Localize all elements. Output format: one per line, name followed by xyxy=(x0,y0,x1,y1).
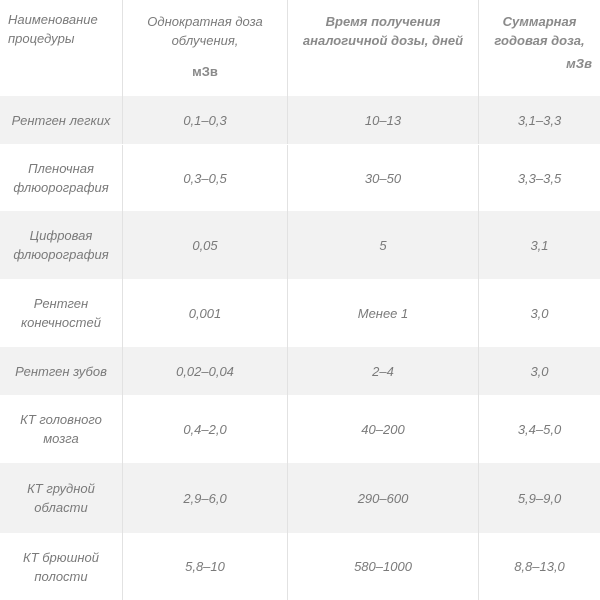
table-row: Рентген конечностей 0,001 Менее 1 3,0 xyxy=(0,279,600,347)
table-row: Пленочная флюорография 0,3–0,5 30–50 3,3–3,5 xyxy=(0,145,600,211)
header-annual-dose: Суммарная годовая доза, мЗв xyxy=(479,0,600,96)
annual-dose-cell-value: 5,9–9,0 xyxy=(518,489,561,508)
table-row: Рентген зубов 0,02–0,04 2–4 3,0 xyxy=(0,347,600,395)
time-cell-value: 30–50 xyxy=(365,169,401,188)
time-cell-value: 5 xyxy=(379,236,386,255)
procedure-cell: Цифровая флюорография xyxy=(0,211,123,279)
single-dose-cell-value: 0,1–0,3 xyxy=(183,111,226,130)
single-dose-cell: 0,1–0,3 xyxy=(123,96,288,144)
time-cell: 2–4 xyxy=(288,347,479,395)
table-row: КТ головного мозга 0,4–2,0 40–200 3,4–5,0 xyxy=(0,395,600,463)
time-cell-value: 10–13 xyxy=(365,111,401,130)
procedure-cell: КТ головного мозга xyxy=(0,395,123,463)
header-annual-dose-line-1: Суммарная xyxy=(503,12,577,31)
time-cell-value: 290–600 xyxy=(358,489,409,508)
single-dose-cell: 0,001 xyxy=(123,279,288,347)
procedure-cell: КТ брюшной полости xyxy=(0,533,123,600)
annual-dose-cell: 3,0 xyxy=(479,347,600,395)
procedure-cell: Пленочная флюорография xyxy=(0,145,123,211)
header-time-line-1: Время получения xyxy=(326,12,441,31)
procedure-cell: КТ грудной области xyxy=(0,463,123,533)
time-cell: 5 xyxy=(288,211,479,279)
header-procedure-line-1: Наименование xyxy=(8,10,98,29)
table-row: Цифровая флюорография 0,05 5 3,1 xyxy=(0,211,600,279)
procedure-line: Рентген легких xyxy=(12,111,111,130)
annual-dose-cell-value: 3,0 xyxy=(530,362,548,381)
procedure-line: Пленочная xyxy=(28,159,94,178)
time-cell-value: 40–200 xyxy=(361,420,404,439)
time-cell: 30–50 xyxy=(288,145,479,211)
procedure-line: КТ головного xyxy=(20,410,102,429)
single-dose-cell: 2,9–6,0 xyxy=(123,463,288,533)
single-dose-cell-value: 0,3–0,5 xyxy=(183,169,226,188)
procedure-line: КТ грудной xyxy=(27,479,95,498)
header-annual-dose-line-2: годовая доза, xyxy=(494,31,584,50)
annual-dose-cell: 3,1–3,3 xyxy=(479,96,600,144)
header-time-line-2: аналогичной дозы, дней xyxy=(303,31,463,50)
table-header-row: Наименование процедуры Однократная доза … xyxy=(0,0,600,96)
procedure-line: области xyxy=(34,498,87,517)
single-dose-cell: 5,8–10 xyxy=(123,533,288,600)
procedure-line: конечностей xyxy=(21,313,101,332)
header-time: Время получения аналогичной дозы, дней xyxy=(288,0,479,96)
header-single-dose-line-1: Однократная доза xyxy=(147,12,262,31)
table-row: КТ грудной области 2,9–6,0 290–600 5,9–9,0 xyxy=(0,463,600,533)
time-cell: Менее 1 xyxy=(288,279,479,347)
time-cell-value: Менее 1 xyxy=(358,304,409,323)
annual-dose-cell: 8,8–13,0 xyxy=(479,533,600,600)
table-row: Рентген легких 0,1–0,3 10–13 3,1–3,3 xyxy=(0,96,600,144)
procedure-line: флюорография xyxy=(13,245,108,264)
single-dose-cell-value: 0,001 xyxy=(189,304,222,323)
annual-dose-cell-value: 3,4–5,0 xyxy=(518,420,561,439)
table-row: КТ брюшной полости 5,8–10 580–1000 8,8–13,0 xyxy=(0,533,600,600)
annual-dose-cell-value: 8,8–13,0 xyxy=(514,557,565,576)
annual-dose-cell: 3,3–3,5 xyxy=(479,145,600,211)
header-procedure: Наименование процедуры xyxy=(0,0,123,96)
annual-dose-cell-value: 3,1–3,3 xyxy=(518,111,561,130)
time-cell: 10–13 xyxy=(288,96,479,144)
annual-dose-cell: 3,1 xyxy=(479,211,600,279)
procedure-line: полости xyxy=(34,567,87,586)
header-single-dose-line-2: облучения, xyxy=(172,31,239,50)
single-dose-cell: 0,3–0,5 xyxy=(123,145,288,211)
single-dose-cell: 0,05 xyxy=(123,211,288,279)
annual-dose-cell: 3,4–5,0 xyxy=(479,395,600,463)
header-single-dose-unit: мЗв xyxy=(192,62,218,81)
single-dose-cell: 0,02–0,04 xyxy=(123,347,288,395)
time-cell: 290–600 xyxy=(288,463,479,533)
header-annual-dose-unit: мЗв xyxy=(566,54,600,73)
header-single-dose: Однократная доза облучения, мЗв xyxy=(123,0,288,96)
procedure-line: Цифровая xyxy=(30,226,93,245)
annual-dose-cell: 5,9–9,0 xyxy=(479,463,600,533)
single-dose-cell-value: 0,05 xyxy=(192,236,217,255)
annual-dose-cell-value: 3,0 xyxy=(530,304,548,323)
annual-dose-cell-value: 3,1 xyxy=(530,236,548,255)
time-cell-value: 580–1000 xyxy=(354,557,412,576)
procedure-line: КТ брюшной xyxy=(23,548,99,567)
procedure-line: Рентген xyxy=(34,294,88,313)
single-dose-cell: 0,4–2,0 xyxy=(123,395,288,463)
annual-dose-cell-value: 3,3–3,5 xyxy=(518,169,561,188)
annual-dose-cell: 3,0 xyxy=(479,279,600,347)
single-dose-cell-value: 2,9–6,0 xyxy=(183,489,226,508)
procedure-cell: Рентген зубов xyxy=(0,347,123,395)
header-procedure-line-2: процедуры xyxy=(8,29,74,48)
single-dose-cell-value: 0,4–2,0 xyxy=(183,420,226,439)
procedure-line: флюорография xyxy=(13,178,108,197)
single-dose-cell-value: 5,8–10 xyxy=(185,557,225,576)
procedure-cell: Рентген конечностей xyxy=(0,279,123,347)
single-dose-cell-value: 0,02–0,04 xyxy=(176,362,234,381)
time-cell: 40–200 xyxy=(288,395,479,463)
procedure-line: мозга xyxy=(43,429,79,448)
time-cell: 580–1000 xyxy=(288,533,479,600)
procedure-cell: Рентген легких xyxy=(0,96,123,144)
time-cell-value: 2–4 xyxy=(372,362,394,381)
procedure-line: Рентген зубов xyxy=(15,362,107,381)
